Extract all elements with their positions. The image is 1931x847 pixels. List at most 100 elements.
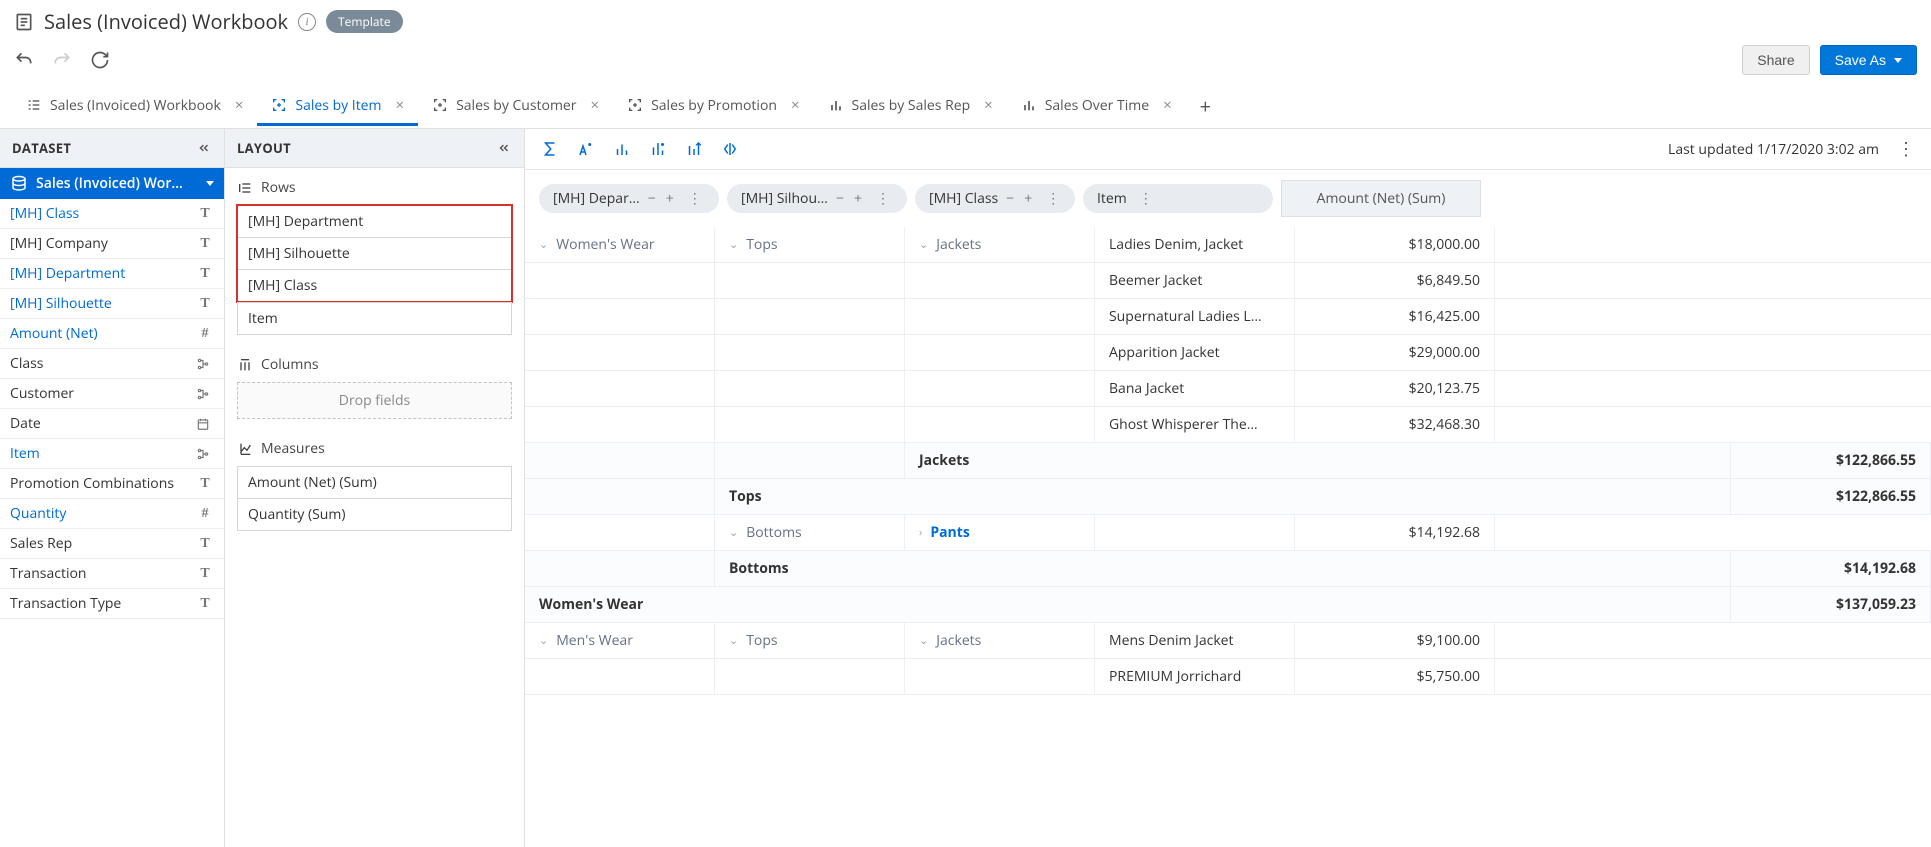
last-updated: Last updated 1/17/2020 3:02 am <box>1668 140 1879 159</box>
tab-sales-over-time[interactable]: Sales Over Time× <box>1007 87 1186 126</box>
field-class[interactable]: Class <box>0 349 224 379</box>
rows-section-label: Rows <box>237 178 512 197</box>
chevron-down-icon[interactable]: ⌄ <box>539 633 548 648</box>
columns-section-label: Columns <box>237 355 512 374</box>
tab-sales-by-sales-rep[interactable]: Sales by Sales Rep× <box>814 87 1007 126</box>
field-date[interactable]: Date <box>0 409 224 439</box>
close-tab-icon[interactable]: × <box>984 95 993 115</box>
tab-sales-by-customer[interactable]: Sales by Customer× <box>418 87 613 126</box>
field-amount-net-[interactable]: Amount (Net)# <box>0 319 224 349</box>
sigma-tool[interactable] <box>541 140 559 158</box>
field--mh-class[interactable]: [MH] ClassT <box>0 199 224 229</box>
format-tool[interactable] <box>577 140 595 158</box>
pivot-row: ⌄Men's Wear⌄Tops⌄JacketsMens Denim Jacke… <box>525 623 1931 659</box>
field-type-icon: T <box>196 596 214 612</box>
field--mh-silhouette[interactable]: [MH] SilhouetteT <box>0 289 224 319</box>
col-header-department[interactable]: [MH] Depar… − + ⋮ <box>539 184 719 213</box>
chevron-down-icon[interactable]: ⌄ <box>539 237 548 252</box>
measure-chip[interactable]: Quantity (Sum) <box>237 498 512 531</box>
tab-sales-by-item[interactable]: Sales by Item× <box>257 87 418 126</box>
col-header-item[interactable]: Item ⋮ <box>1083 184 1273 213</box>
collapse-all-icon[interactable]: − <box>646 189 658 208</box>
redo-button[interactable] <box>52 50 72 70</box>
chart-tool-3[interactable] <box>685 140 703 158</box>
dataset-panel: DATASET Sales (Invoiced) Wor… [MH] Class… <box>0 129 225 847</box>
pivot-icon <box>432 97 448 113</box>
info-icon[interactable]: i <box>298 13 316 31</box>
tab-sales-by-promotion[interactable]: Sales by Promotion× <box>613 87 813 126</box>
pivot-icon <box>271 97 287 113</box>
close-tab-icon[interactable]: × <box>235 95 244 115</box>
close-tab-icon[interactable]: × <box>791 95 800 115</box>
field-promotion-combinations[interactable]: Promotion CombinationsT <box>0 469 224 499</box>
field-transaction-type[interactable]: Transaction TypeT <box>0 589 224 619</box>
pivot-column-headers: [MH] Depar… − + ⋮ [MH] Silhou… −+⋮ [MH] … <box>525 170 1931 227</box>
pivot-subtotal-row: Tops$122,866.55 <box>525 479 1931 515</box>
column-menu-icon[interactable]: ⋮ <box>686 189 704 208</box>
row-chip[interactable]: Item <box>237 302 512 335</box>
refresh-button[interactable] <box>90 50 110 70</box>
expand-all-icon[interactable]: + <box>664 189 676 208</box>
close-tab-icon[interactable]: × <box>1163 95 1172 115</box>
template-badge: Template <box>326 10 403 33</box>
columns-drop-zone[interactable]: Drop fields <box>237 382 512 419</box>
collapse-layout-button[interactable] <box>496 141 512 155</box>
chevron-icon[interactable]: ⌄ <box>919 237 928 252</box>
pivot-row: Apparition Jacket$29,000.00 <box>525 335 1931 371</box>
chevron-icon[interactable]: ⌄ <box>919 633 928 648</box>
field-type-icon <box>196 417 214 431</box>
chart-tool-2[interactable] <box>649 140 667 158</box>
database-icon <box>10 175 28 193</box>
chevron-down-icon[interactable]: ⌄ <box>729 633 738 648</box>
list-icon <box>26 97 42 113</box>
share-button[interactable]: Share <box>1742 45 1809 75</box>
field-type-icon: # <box>196 326 214 342</box>
field-sales-rep[interactable]: Sales RepT <box>0 529 224 559</box>
chart-tool-1[interactable] <box>613 140 631 158</box>
field-list: [MH] ClassT[MH] CompanyT[MH] DepartmentT… <box>0 199 224 619</box>
layout-panel: LAYOUT Rows [MH] Department[MH] Silhouet… <box>225 129 525 847</box>
pivot-row: Bana Jacket$20,123.75 <box>525 371 1931 407</box>
col-header-amount[interactable]: Amount (Net) (Sum) <box>1281 180 1481 217</box>
row-chip[interactable]: [MH] Silhouette <box>237 237 512 269</box>
close-tab-icon[interactable]: × <box>591 95 600 115</box>
pivot-icon <box>627 97 643 113</box>
field-type-icon: # <box>196 506 214 522</box>
chevron-icon[interactable]: › <box>919 525 922 540</box>
field--mh-company[interactable]: [MH] CompanyT <box>0 229 224 259</box>
field-customer[interactable]: Customer <box>0 379 224 409</box>
collapse-dataset-button[interactable] <box>196 141 212 155</box>
chart-icon <box>1021 97 1037 113</box>
col-header-silhouette[interactable]: [MH] Silhou… −+⋮ <box>727 184 907 213</box>
field--mh-department[interactable]: [MH] DepartmentT <box>0 259 224 289</box>
pivot-row: ⌄Bottoms›Pants$14,192.68 <box>525 515 1931 551</box>
field-transaction[interactable]: TransactionT <box>0 559 224 589</box>
workbook-title: Sales (Invoiced) Workbook <box>44 8 288 35</box>
add-tab-button[interactable]: + <box>1186 85 1225 128</box>
col-header-class[interactable]: [MH] Class −+⋮ <box>915 184 1075 213</box>
undo-button[interactable] <box>14 50 34 70</box>
field-quantity[interactable]: Quantity# <box>0 499 224 529</box>
pivot-row: Ghost Whisperer The…$32,468.30 <box>525 407 1931 443</box>
dataset-header: DATASET <box>12 139 71 157</box>
chevron-down-icon[interactable]: ⌄ <box>729 525 738 540</box>
tab-sales-invoiced-workbook[interactable]: Sales (Invoiced) Workbook× <box>12 87 257 126</box>
view-more-button[interactable]: ⋮ <box>1897 137 1915 161</box>
document-icon <box>14 12 34 32</box>
collapse-columns-tool[interactable] <box>721 140 739 158</box>
row-chip[interactable]: [MH] Department <box>237 205 512 237</box>
row-chip[interactable]: [MH] Class <box>237 269 512 302</box>
chevron-down-icon[interactable]: ⌄ <box>729 237 738 252</box>
pivot-subtotal-row: Women's Wear$137,059.23 <box>525 587 1931 623</box>
title-bar: Sales (Invoiced) Workbook i Template <box>0 0 1931 41</box>
field-item[interactable]: Item <box>0 439 224 469</box>
field-type-icon: T <box>196 206 214 222</box>
dataset-selector[interactable]: Sales (Invoiced) Wor… <box>0 168 224 199</box>
save-as-button[interactable]: Save As <box>1820 45 1917 75</box>
measure-chip[interactable]: Amount (Net) (Sum) <box>237 466 512 498</box>
action-bar: Share Save As <box>0 41 1931 85</box>
dataset-name: Sales (Invoiced) Wor… <box>36 174 183 193</box>
close-tab-icon[interactable]: × <box>396 95 405 115</box>
field-type-icon: T <box>196 266 214 282</box>
caret-down-icon <box>206 181 214 186</box>
